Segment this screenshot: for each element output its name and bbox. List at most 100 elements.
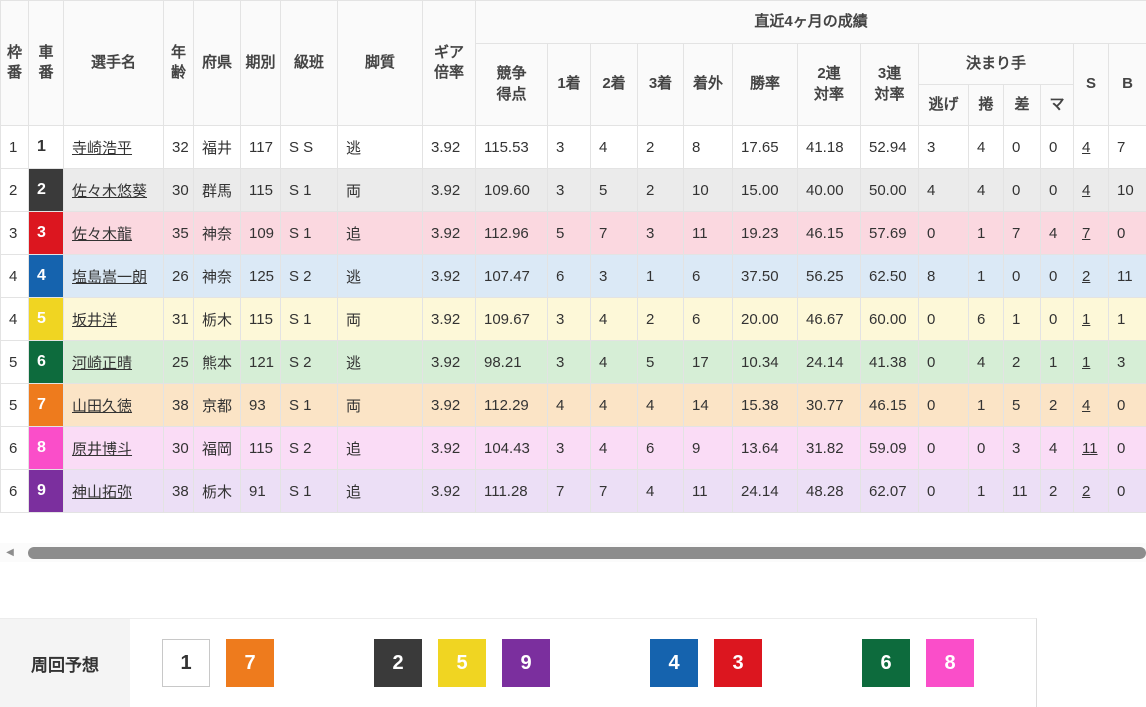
cell-nige: 0 — [918, 340, 969, 384]
cell-b: 0 — [1107, 469, 1146, 513]
scrollbar-thumb[interactable] — [28, 546, 1146, 559]
cell-maku: 4 — [968, 168, 1004, 212]
cell-car: 7 — [28, 383, 64, 427]
col-header-gear: ギア 倍率 — [422, 0, 476, 126]
cell-car: 6 — [28, 340, 64, 384]
cell-nige: 0 — [918, 469, 969, 513]
cell-out: 8 — [683, 125, 733, 169]
scroll-left-arrow-icon[interactable]: ◀ — [6, 547, 14, 558]
cell-pref: 栃木 — [193, 297, 241, 341]
cell-mark: 4 — [1040, 426, 1074, 470]
cell-name: 坂井洋 — [63, 297, 164, 341]
s-count-link[interactable]: 1 — [1082, 310, 1091, 328]
cell-first: 5 — [547, 211, 591, 255]
rider-name-link[interactable]: 原井博斗 — [72, 440, 133, 458]
cell-b: 3 — [1107, 340, 1146, 384]
s-count-link[interactable]: 2 — [1082, 482, 1091, 500]
col-header-second: 2着 — [590, 43, 638, 126]
cell-points: 112.96 — [475, 211, 548, 255]
cell-out: 11 — [683, 469, 733, 513]
cell-out: 6 — [683, 297, 733, 341]
cell-third: 3 — [637, 211, 684, 255]
rider-name-link[interactable]: 佐々木龍 — [72, 225, 133, 243]
horizontal-scrollbar[interactable]: ◀ — [0, 543, 1146, 562]
cell-out: 6 — [683, 254, 733, 298]
cell-win: 19.23 — [732, 211, 798, 255]
cell-s: 11 — [1073, 426, 1109, 470]
cell-b: 0 — [1107, 383, 1146, 427]
cell-q3: 50.00 — [860, 168, 919, 212]
cell-style: 追 — [337, 426, 423, 470]
cell-third: 2 — [637, 297, 684, 341]
cell-maku: 1 — [968, 211, 1004, 255]
cell-term: 91 — [240, 469, 281, 513]
cell-name: 佐々木龍 — [63, 211, 164, 255]
rider-name-link[interactable]: 佐々木悠葵 — [72, 182, 148, 200]
cell-b: 7 — [1107, 125, 1146, 169]
cell-pref: 福岡 — [193, 426, 241, 470]
cell-s: 1 — [1073, 340, 1109, 384]
cell-points: 112.29 — [475, 383, 548, 427]
cell-q2: 40.00 — [797, 168, 861, 212]
s-count-link[interactable]: 1 — [1082, 353, 1091, 371]
cell-q3: 62.50 — [860, 254, 919, 298]
rider-row: 1 1 寺崎浩平 32 福井 117 S S 逃 3.92 115.53 3 4 2 8 17.65 41.1… — [0, 125, 1146, 169]
cell-grade: S 1 — [280, 168, 338, 212]
cell-mark: 2 — [1040, 469, 1074, 513]
cell-first: 3 — [547, 297, 591, 341]
cell-term: 115 — [240, 297, 281, 341]
s-count-link[interactable]: 7 — [1082, 224, 1091, 242]
cell-out: 14 — [683, 383, 733, 427]
col-header-mark: マ — [1040, 84, 1074, 126]
cell-sashi: 5 — [1003, 383, 1041, 427]
s-count-link[interactable]: 4 — [1082, 138, 1091, 156]
cell-style: 両 — [337, 168, 423, 212]
cell-car: 5 — [28, 297, 64, 341]
lap-prediction-label: 周回予想 — [0, 619, 130, 707]
cell-style: 追 — [337, 211, 423, 255]
cell-gear: 3.92 — [422, 383, 476, 427]
cell-term: 125 — [240, 254, 281, 298]
cell-mark: 2 — [1040, 383, 1074, 427]
cell-q3: 52.94 — [860, 125, 919, 169]
cell-q3: 57.69 — [860, 211, 919, 255]
cell-age: 31 — [163, 297, 194, 341]
cell-nige: 0 — [918, 297, 969, 341]
cell-name: 原井博斗 — [63, 426, 164, 470]
cell-q2: 31.82 — [797, 426, 861, 470]
rider-name-link[interactable]: 坂井洋 — [72, 311, 118, 329]
cell-grade: S S — [280, 125, 338, 169]
rider-row: 4 5 坂井洋 31 栃木 115 S 1 両 3.92 109.67 3 4 2 6 20.00 46.67… — [0, 297, 1146, 341]
col-header-quinella3: 3連 対率 — [860, 43, 919, 126]
s-count-link[interactable]: 4 — [1082, 396, 1091, 414]
cell-points: 109.60 — [475, 168, 548, 212]
cell-q3: 59.09 — [860, 426, 919, 470]
cell-car: 2 — [28, 168, 64, 212]
cell-points: 104.43 — [475, 426, 548, 470]
cell-age: 35 — [163, 211, 194, 255]
rider-row: 6 9 神山拓弥 38 栃木 91 S 1 追 3.92 111.28 7 7 4 11 24.14 48.2… — [0, 469, 1146, 513]
cell-car: 1 — [28, 125, 64, 169]
rider-name-link[interactable]: 河崎正晴 — [72, 354, 133, 372]
cell-second: 4 — [590, 383, 638, 427]
s-count-link[interactable]: 4 — [1082, 181, 1091, 199]
rider-name-link[interactable]: 塩島嵩一朗 — [72, 268, 148, 286]
s-count-link[interactable]: 11 — [1082, 439, 1098, 457]
rider-name-link[interactable]: 山田久徳 — [72, 397, 133, 415]
rider-name-link[interactable]: 寺崎浩平 — [72, 139, 133, 157]
s-count-link[interactable]: 2 — [1082, 267, 1091, 285]
cell-b: 10 — [1107, 168, 1146, 212]
cell-car: 9 — [28, 469, 64, 513]
cell-out: 11 — [683, 211, 733, 255]
cell-first: 3 — [547, 168, 591, 212]
cell-age: 30 — [163, 426, 194, 470]
cell-third: 4 — [637, 469, 684, 513]
lap-rider-box: 9 — [502, 639, 550, 687]
rider-name-link[interactable]: 神山拓弥 — [72, 483, 133, 501]
cell-q2: 48.28 — [797, 469, 861, 513]
rider-row: 5 6 河崎正晴 25 熊本 121 S 2 逃 3.92 98.21 3 4 5 17 10.34 24.1… — [0, 340, 1146, 384]
